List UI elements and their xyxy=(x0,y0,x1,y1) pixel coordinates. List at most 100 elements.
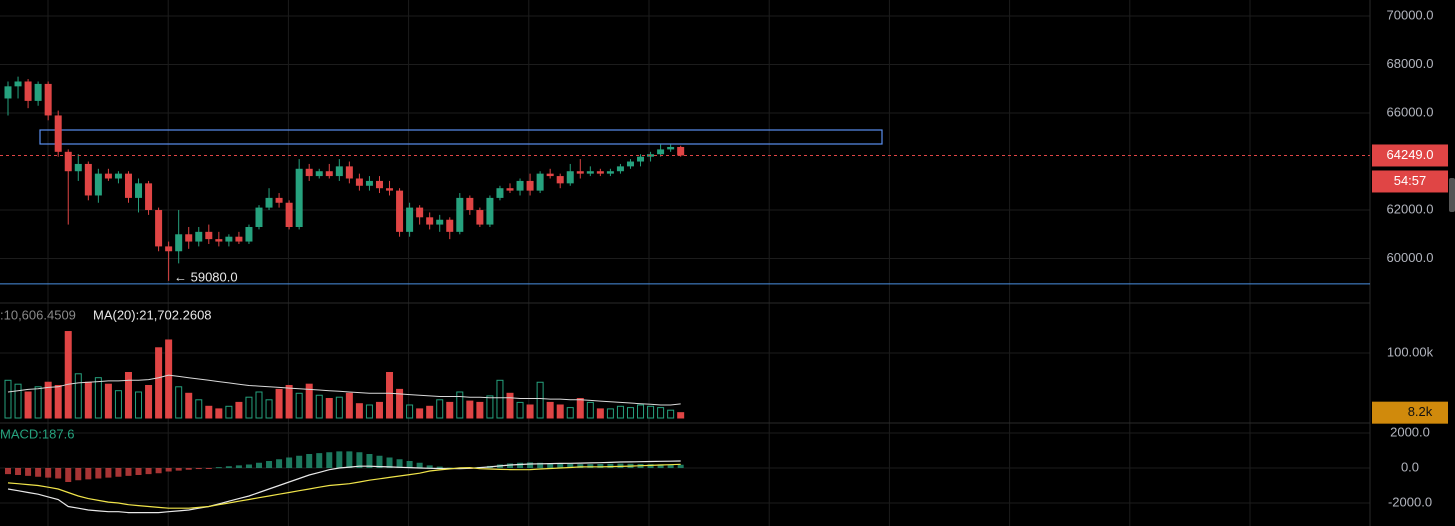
y-tick-label: 68000.0 xyxy=(1387,56,1434,71)
last-volume-label: 8.2k xyxy=(1408,404,1433,419)
macd-histogram-bar xyxy=(577,464,584,468)
candle-body xyxy=(526,180,534,191)
candle-body xyxy=(596,171,604,174)
macd-histogram-bar xyxy=(647,464,654,468)
macd-histogram-bar xyxy=(567,463,574,468)
volume-bar xyxy=(325,397,333,419)
volume-bar xyxy=(476,401,484,419)
volume-bar xyxy=(265,399,273,419)
macd-histogram-bar xyxy=(35,467,42,477)
low-marker-label: ← 59080.0 xyxy=(174,269,238,284)
candle-body xyxy=(426,217,434,225)
volume-bar xyxy=(4,379,12,419)
candle-body xyxy=(135,183,143,198)
macd-histogram-bar xyxy=(95,467,102,479)
volume-bar xyxy=(396,388,404,419)
macd-histogram-bar xyxy=(547,463,554,468)
volume-bar xyxy=(285,384,293,419)
macd-histogram-bar xyxy=(225,466,232,468)
candle-body xyxy=(64,151,72,172)
candle-body xyxy=(345,166,353,179)
candle-body xyxy=(667,146,675,150)
volume-bar xyxy=(375,401,383,419)
candle-body xyxy=(124,173,132,198)
volume-bar xyxy=(114,390,122,419)
volume-bar xyxy=(145,384,153,419)
candle-body xyxy=(486,197,494,225)
volume-bar xyxy=(586,401,594,419)
candle-body xyxy=(375,180,383,189)
macd-histogram-bar xyxy=(75,467,82,481)
candle-body xyxy=(285,202,293,228)
volume-ma-line xyxy=(7,374,681,406)
volume-bar xyxy=(104,383,112,419)
volume-bar xyxy=(426,405,434,419)
macd-histogram-bar xyxy=(587,464,594,468)
volume-bar xyxy=(54,384,62,419)
volume-bar xyxy=(626,407,634,419)
volume-bar xyxy=(365,404,373,419)
macd-histogram-bar xyxy=(85,467,92,480)
candle-body xyxy=(556,176,564,184)
macd-histogram-bar xyxy=(406,460,413,468)
macd-histogram-bar xyxy=(235,465,242,468)
candle-body xyxy=(235,236,243,242)
macd-histogram-bar xyxy=(306,453,313,468)
macd-histogram-bar xyxy=(195,467,202,470)
volume-bar xyxy=(667,409,675,419)
volume-bar xyxy=(466,400,474,419)
macd-histogram-bar xyxy=(55,467,62,479)
macd-histogram-bar xyxy=(667,464,674,468)
ma-legend: MA(20):21,702.2608 xyxy=(93,307,212,322)
candle-body xyxy=(365,180,373,186)
candle-body xyxy=(34,83,42,101)
volume-bar xyxy=(335,396,343,419)
macd-line xyxy=(7,463,681,509)
macd-histogram-bar xyxy=(286,457,293,468)
macd-histogram-bar xyxy=(145,467,152,475)
candle-body xyxy=(315,171,323,177)
macd-histogram-bar xyxy=(105,467,112,478)
macd-histogram-bar xyxy=(65,467,72,482)
volume-bar xyxy=(245,396,253,419)
macd-legend: MACD:187.6 xyxy=(0,426,74,441)
macd-histogram-bar xyxy=(507,463,513,468)
volume-bar xyxy=(165,339,173,419)
volume-bar xyxy=(516,401,524,419)
macd-histogram-bar xyxy=(657,464,664,468)
volume-bar xyxy=(14,383,22,419)
volume-bar xyxy=(446,401,454,419)
y-tick-label: 66000.0 xyxy=(1387,104,1434,119)
macd-histogram-bar xyxy=(537,462,544,468)
candle-body xyxy=(54,115,62,152)
candle-body xyxy=(546,173,554,177)
macd-histogram-bar xyxy=(557,463,564,468)
volume-bar xyxy=(556,404,564,419)
candle-body xyxy=(657,149,665,155)
candle-body xyxy=(94,173,102,196)
volume-bar xyxy=(596,408,604,419)
plot: 70000.0 68000.0 66000.0 62000.0 60000.0 64249… xyxy=(0,7,1448,514)
last-price-box xyxy=(1372,144,1448,167)
y-tick-label: -2000.0 xyxy=(1388,494,1432,509)
candle-body xyxy=(275,197,283,203)
y-tick-label: 0.0 xyxy=(1401,459,1419,474)
candle-body xyxy=(496,188,504,198)
candle-body xyxy=(506,188,514,191)
candle-body xyxy=(335,166,343,177)
macd-histogram-bar xyxy=(245,464,252,468)
macd-histogram-bar xyxy=(256,462,262,468)
candle-body xyxy=(104,173,112,179)
candle-body xyxy=(386,188,394,191)
macd-histogram-bar xyxy=(165,467,172,472)
volume-bar xyxy=(205,405,213,419)
macd-histogram-bar xyxy=(155,467,162,474)
volume-bar xyxy=(195,399,203,419)
volume-bar xyxy=(345,392,353,419)
candle-body xyxy=(436,219,444,225)
candle-body xyxy=(74,163,82,172)
candle-body xyxy=(14,81,22,87)
volume-bar xyxy=(135,391,143,419)
